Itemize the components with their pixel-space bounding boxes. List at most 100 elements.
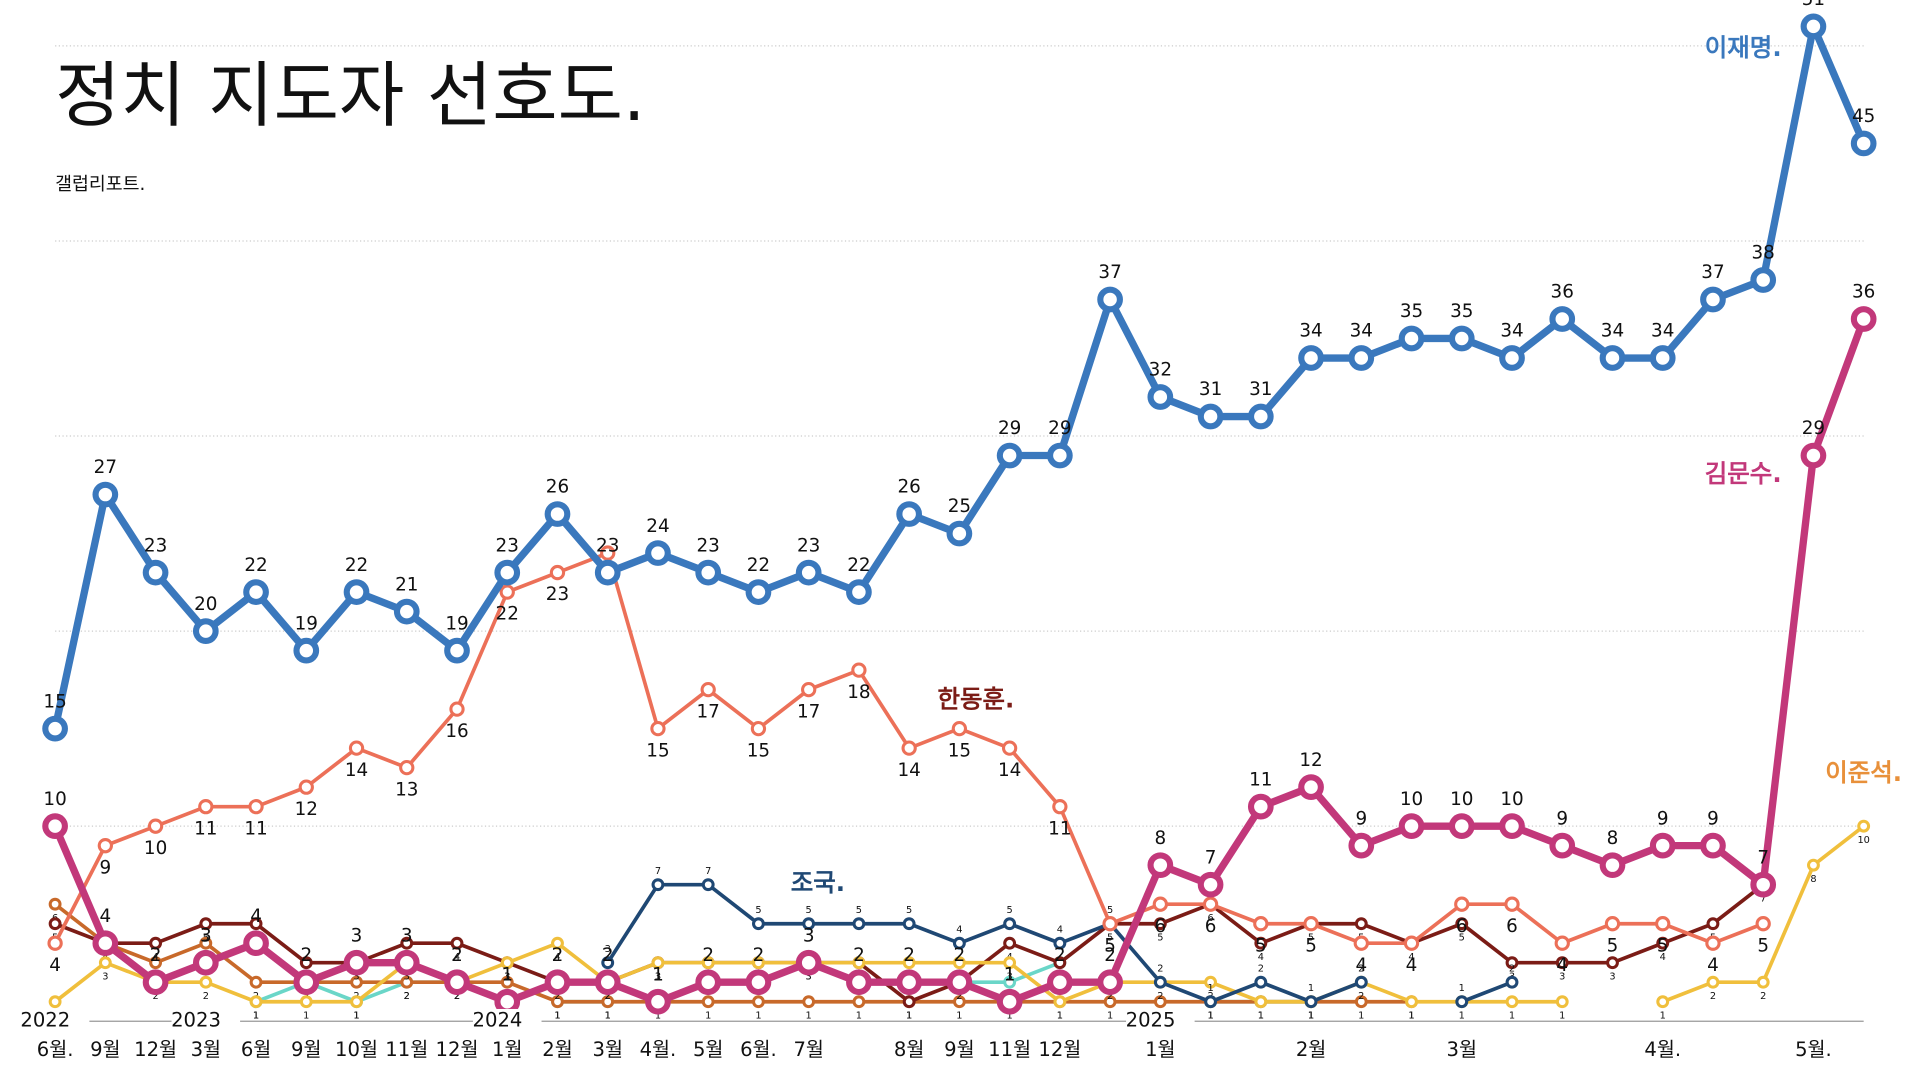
point	[1756, 975, 1770, 989]
data-label: 22	[244, 555, 267, 576]
point	[97, 838, 113, 854]
point	[1800, 442, 1827, 469]
data-label: 1	[353, 1010, 359, 1021]
x-tick-label: 2월	[1296, 1038, 1326, 1061]
x-tick-label: 8월	[894, 1038, 924, 1061]
chart-subtitle: 갤럽리포트.	[55, 174, 145, 195]
year-label: 2024	[473, 1009, 523, 1032]
data-label: 2	[454, 991, 460, 1002]
data-label: 18	[847, 682, 870, 703]
data-label: 37	[1701, 262, 1724, 283]
point	[1197, 403, 1224, 430]
data-label: 36	[1852, 282, 1875, 303]
data-label: 29	[1802, 418, 1825, 439]
point	[1504, 896, 1520, 912]
point	[700, 681, 716, 698]
point	[651, 878, 665, 892]
series-name: 한동훈.	[937, 684, 1014, 713]
data-label: 1	[501, 964, 513, 985]
data-label: 14	[998, 760, 1021, 781]
data-label: 9	[1556, 808, 1568, 829]
data-label: 1	[1660, 1010, 1666, 1021]
data-label: 12	[1299, 750, 1322, 771]
point	[42, 715, 68, 742]
data-label: 3	[655, 971, 661, 982]
point	[1254, 975, 1268, 989]
point	[494, 559, 521, 586]
data-label: 2	[152, 991, 158, 1002]
point	[393, 598, 420, 625]
data-label: 2	[150, 945, 162, 966]
data-label: 4	[1406, 955, 1418, 976]
point	[701, 878, 715, 892]
point	[400, 936, 414, 950]
data-label: 1	[303, 1010, 309, 1021]
point	[1204, 975, 1218, 989]
data-label: 1	[1258, 1010, 1264, 1021]
data-label: 1	[1308, 1010, 1314, 1021]
point	[1448, 813, 1475, 840]
point	[1750, 267, 1777, 293]
point	[343, 579, 370, 605]
data-label: 3	[351, 925, 363, 946]
data-label: 1	[1207, 1010, 1213, 1021]
data-label: 10	[43, 789, 66, 810]
x-tick-label: 3월	[191, 1038, 221, 1061]
data-label: 6	[1456, 916, 1468, 937]
data-label: 1	[1207, 983, 1213, 994]
point	[902, 995, 916, 1009]
point	[1354, 975, 1368, 989]
data-label: 1	[1459, 983, 1465, 994]
series-name: 조국.	[791, 868, 845, 897]
point	[1003, 936, 1017, 950]
data-label: 2	[956, 991, 962, 1002]
point	[149, 936, 163, 950]
point	[1254, 995, 1268, 1009]
point	[299, 956, 313, 970]
data-label: 11	[1048, 818, 1071, 839]
data-label: 2	[404, 991, 410, 1002]
data-label: 4	[454, 952, 460, 963]
data-label: 5	[1255, 935, 1267, 956]
x-tick-label: 11월	[988, 1038, 1031, 1061]
point	[745, 579, 772, 605]
point	[1354, 995, 1368, 1009]
point	[147, 818, 164, 834]
year-label-bg	[171, 1008, 241, 1034]
point	[199, 917, 213, 931]
point	[594, 559, 621, 586]
data-label: 5	[1757, 935, 1769, 956]
point	[1247, 793, 1274, 820]
data-label: 14	[897, 760, 920, 781]
point	[645, 988, 671, 1015]
data-label: 2	[1107, 991, 1113, 1002]
data-label: 19	[445, 613, 468, 634]
x-tick-label: 12월	[134, 1038, 177, 1061]
data-label: 23	[546, 584, 569, 605]
point	[1003, 956, 1017, 970]
point	[1455, 917, 1469, 931]
point	[42, 813, 68, 840]
data-label: 1	[1057, 1010, 1063, 1021]
point	[1403, 935, 1420, 951]
point	[1554, 935, 1570, 951]
data-label: 2	[1104, 945, 1116, 966]
data-label: 10	[1857, 835, 1869, 846]
data-label: 23	[144, 535, 167, 556]
x-tick-label: 7월	[793, 1038, 823, 1061]
data-label: 2	[1710, 991, 1716, 1002]
data-label: 2	[1054, 945, 1066, 966]
point	[1247, 403, 1274, 430]
point	[1153, 995, 1167, 1009]
point	[1700, 832, 1726, 859]
point	[996, 988, 1023, 1015]
point	[651, 956, 665, 970]
x-tick-label: 2월	[542, 1038, 572, 1061]
data-label: 21	[395, 574, 418, 595]
data-label: 5	[1607, 935, 1619, 956]
data-label: 10	[1400, 789, 1423, 810]
data-label: 4	[99, 906, 111, 927]
data-label: 36	[1551, 282, 1574, 303]
data-label: 1	[1308, 983, 1314, 994]
data-label: 34	[1500, 321, 1523, 342]
